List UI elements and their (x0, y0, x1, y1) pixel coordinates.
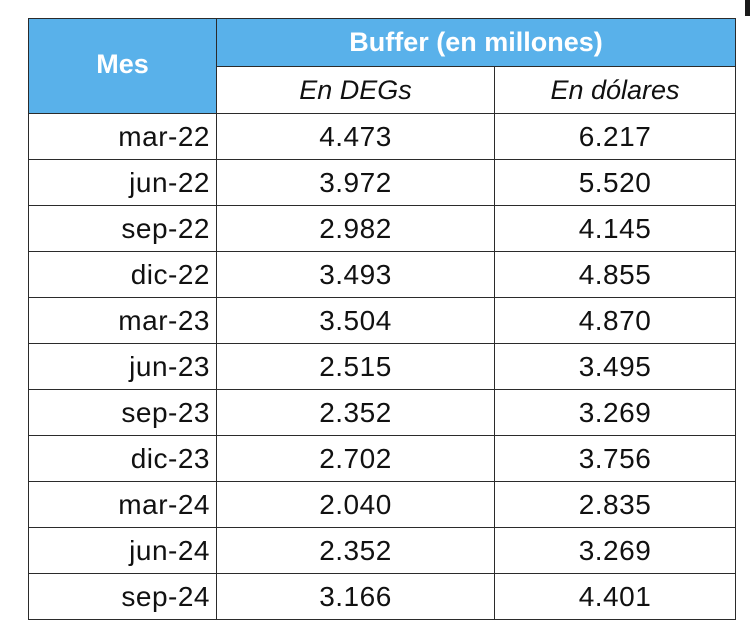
cell-en-degs: 3.493 (216, 251, 495, 298)
cell-mes: mar-22 (28, 113, 217, 160)
cell-mes: jun-23 (28, 343, 217, 390)
cell-en-dolares: 3.269 (494, 527, 736, 574)
cell-mes: dic-22 (28, 251, 217, 298)
cell-en-degs: 2.352 (216, 389, 495, 436)
cell-en-dolares: 3.756 (494, 435, 736, 482)
cell-en-dolares: 2.835 (494, 481, 736, 528)
table-row: mar-23 3.504 4.870 (28, 297, 736, 344)
cell-en-dolares: 3.495 (494, 343, 736, 390)
cell-mes: sep-22 (28, 205, 217, 252)
cell-en-dolares: 3.269 (494, 389, 736, 436)
cell-en-dolares: 4.401 (494, 573, 736, 620)
table-row: sep-22 2.982 4.145 (28, 205, 736, 252)
table-row: jun-24 2.352 3.269 (28, 527, 736, 574)
table-row: mar-22 4.473 6.217 (28, 113, 736, 160)
cell-en-degs: 2.515 (216, 343, 495, 390)
cell-en-dolares: 4.145 (494, 205, 736, 252)
cell-en-degs: 3.166 (216, 573, 495, 620)
header-en-dolares: En dólares (494, 66, 736, 114)
cell-en-degs: 2.352 (216, 527, 495, 574)
table-row: dic-23 2.702 3.756 (28, 435, 736, 482)
corner-mark (745, 0, 750, 16)
header-en-degs: En DEGs (216, 66, 495, 114)
table-row: jun-22 3.972 5.520 (28, 159, 736, 206)
cell-en-dolares: 4.855 (494, 251, 736, 298)
cell-en-degs: 3.504 (216, 297, 495, 344)
cell-mes: mar-24 (28, 481, 217, 528)
table-body: mar-22 4.473 6.217 jun-22 3.972 5.520 sep-22 2.… (28, 113, 736, 620)
cell-en-dolares: 4.870 (494, 297, 736, 344)
buffer-table: Mes Buffer (en millones) En DEGs En dóla… (28, 18, 736, 620)
cell-en-dolares: 6.217 (494, 113, 736, 160)
table-row: dic-22 3.493 4.855 (28, 251, 736, 298)
cell-en-degs: 4.473 (216, 113, 495, 160)
cell-mes: sep-23 (28, 389, 217, 436)
cell-mes: dic-23 (28, 435, 217, 482)
header-row: Mes Buffer (en millones) (28, 18, 736, 114)
subheader-row: En DEGs En dólares (29, 66, 736, 114)
header-buffer-group: Buffer (en millones) (216, 18, 736, 67)
table-row: sep-24 3.166 4.401 (28, 573, 736, 620)
cell-mes: sep-24 (28, 573, 217, 620)
table-row: jun-23 2.515 3.495 (28, 343, 736, 390)
cell-en-degs: 2.702 (216, 435, 495, 482)
cell-mes: jun-24 (28, 527, 217, 574)
cell-en-degs: 2.040 (216, 481, 495, 528)
cell-en-degs: 3.972 (216, 159, 495, 206)
table-row: mar-24 2.040 2.835 (28, 481, 736, 528)
header-mes: Mes (28, 18, 217, 114)
cell-en-degs: 2.982 (216, 205, 495, 252)
cell-mes: jun-22 (28, 159, 217, 206)
cell-mes: mar-23 (28, 297, 217, 344)
cell-en-dolares: 5.520 (494, 159, 736, 206)
table-row: sep-23 2.352 3.269 (28, 389, 736, 436)
